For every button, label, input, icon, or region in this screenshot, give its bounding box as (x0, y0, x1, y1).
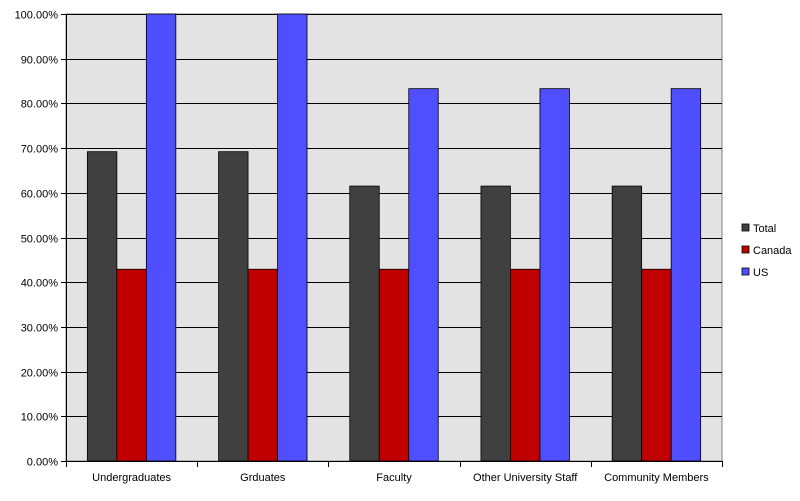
bar-canada-3 (510, 268, 541, 462)
bar-us-4 (670, 88, 702, 462)
y-tick-label: 30.00% (21, 323, 59, 335)
bars (86, 13, 702, 462)
legend-label-total: Total (753, 223, 776, 235)
y-tick-label: 50.00% (21, 234, 59, 246)
x-category-label: Other University Staff (473, 472, 578, 484)
bar-us-2 (408, 88, 439, 462)
bar-canada-1 (247, 268, 278, 462)
bar-canada-4 (641, 268, 672, 462)
legend-swatch-canada (741, 245, 750, 254)
y-tick-label: 40.00% (21, 278, 59, 290)
bar-us-1 (277, 13, 308, 462)
y-tick-label: 70.00% (21, 144, 59, 156)
y-tick-label: 80.00% (21, 99, 59, 111)
x-category-label: Undergraduates (92, 472, 171, 484)
legend-label-us: US (753, 267, 768, 279)
bar-total-2 (349, 185, 380, 462)
bar-canada-0 (116, 268, 147, 462)
x-category-label: Grduates (240, 472, 286, 484)
x-category-label: Community Members (604, 472, 709, 484)
bar-us-0 (145, 13, 177, 462)
y-tick-label: 60.00% (21, 189, 59, 201)
bar-us-3 (539, 88, 570, 462)
y-axis-tick-labels: 0.00% 10.00% 20.00% 30.00% 40.00% 50.00% 60.00… (15, 10, 66, 469)
x-category-label: Faculty (376, 472, 412, 484)
y-tick-label: 100.00% (15, 10, 59, 22)
y-tick-label: 20.00% (21, 368, 59, 380)
legend-swatch-total (741, 223, 750, 232)
legend: Total Canada US (741, 223, 792, 279)
bar-total-4 (611, 185, 643, 462)
bar-total-0 (86, 151, 118, 462)
bar-canada-2 (378, 268, 410, 462)
x-axis-category-labels: Undergraduates Grduates Faculty Other Unive… (92, 472, 709, 484)
y-tick-label: 10.00% (21, 412, 59, 424)
axes (66, 14, 723, 467)
legend-label-canada: Canada (753, 245, 792, 257)
y-tick-label: 90.00% (21, 55, 59, 67)
legend-swatch-us (741, 267, 750, 276)
bar-total-1 (218, 151, 249, 462)
bar-total-3 (480, 185, 511, 462)
y-tick-label: 0.00% (27, 457, 58, 469)
